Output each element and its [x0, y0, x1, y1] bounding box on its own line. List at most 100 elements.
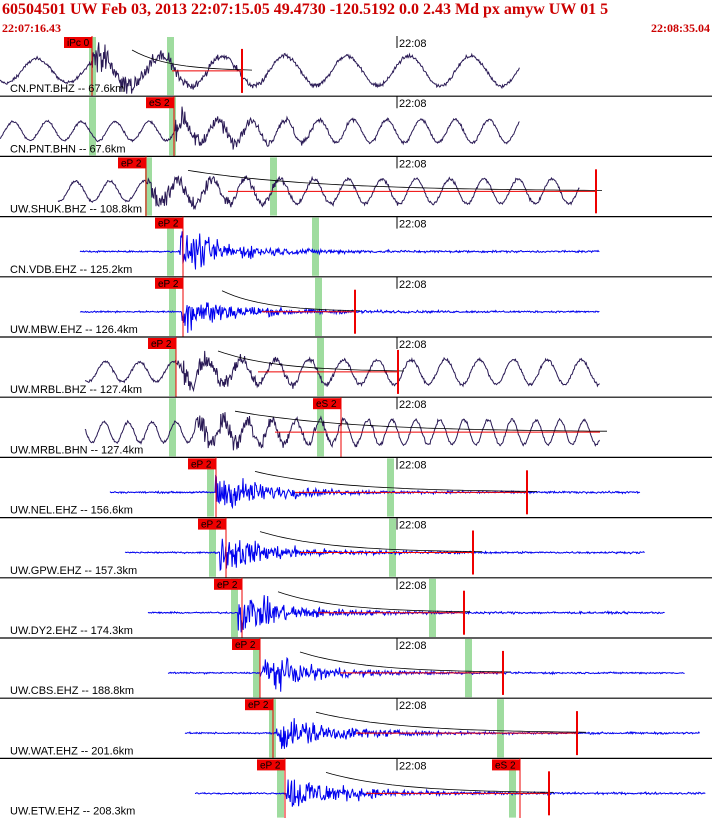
trace-row: 22:08 eS 2 UW.MRBL.BHN -- 127.4km [0, 397, 712, 458]
coda-curve [217, 350, 405, 372]
trace-row: 22:08 eP 2 UW.SHUK.BHZ -- 108.8km [0, 156, 712, 218]
waveform [0, 42, 520, 94]
pick-flag [188, 458, 216, 470]
event-title: 60504501 UW Feb 03, 2013 22:07:15.05 49.… [2, 1, 609, 18]
station-label: UW.SHUK.BHZ -- 108.8km [10, 204, 142, 216]
minute-label: 22:08 [399, 339, 427, 351]
arrival-window-band [315, 277, 322, 336]
waveform [147, 595, 665, 633]
pick-label: eS 2 [149, 98, 170, 109]
coda-curve [254, 471, 538, 492]
station-label: UW.MBW.EHZ -- 126.4km [10, 324, 138, 336]
pick-flag [492, 759, 520, 771]
minute-label: 22:08 [399, 459, 427, 471]
arrival-window-band [167, 217, 174, 276]
arrival-window-band [209, 518, 216, 577]
pick-flag [313, 398, 341, 410]
station-label: UW.GPW.EHZ -- 157.3km [10, 565, 137, 577]
pick-flag [155, 217, 183, 229]
minute-label: 22:08 [399, 640, 427, 652]
pick-flag [245, 699, 273, 711]
minute-label: 22:08 [399, 158, 427, 170]
pick-label: eP 2 [217, 580, 238, 591]
waveform [167, 656, 685, 692]
arrival-window-band [169, 97, 176, 156]
pick-label: eP 2 [201, 520, 222, 531]
trace-row: 22:08 eP 2 CN.VDB.EHZ -- 125.2km [0, 216, 712, 278]
trace-row: 22:08 eP 2 eS 2 UW.ETW.EHZ -- 208.3km [0, 758, 712, 818]
pick-label: eS 2 [495, 760, 516, 771]
arrival-window-band [169, 398, 176, 457]
coda-curve [187, 170, 602, 191]
arrival-window-band [231, 578, 238, 637]
coda-curve [221, 290, 361, 312]
pick-flag [198, 518, 226, 530]
arrival-window-band [277, 759, 284, 818]
pick-flag [155, 277, 183, 289]
arrival-window-band [145, 157, 152, 216]
arrival-window-band [317, 398, 324, 457]
station-label: CN.PNT.BHN -- 67.6km [10, 143, 126, 155]
waveform [194, 779, 706, 807]
pick-flag [146, 97, 174, 109]
arrival-window-band [497, 699, 504, 758]
arrival-window-band [169, 338, 176, 397]
pick-label: eP 2 [260, 760, 281, 771]
trace-row: 22:08 eP 2 UW.CBS.EHZ -- 188.8km [0, 638, 712, 699]
pick-flag [257, 759, 285, 771]
pick-label: eP 2 [158, 279, 179, 290]
arrival-window-band [167, 37, 174, 96]
waveform [109, 474, 641, 510]
station-label: UW.WAT.EHZ -- 201.6km [10, 745, 133, 757]
pick-flag [118, 157, 146, 169]
waveform [84, 412, 600, 451]
waveform [79, 302, 600, 333]
start-time: 22:07:16.43 [2, 21, 61, 35]
coda-curve [131, 49, 253, 71]
arrival-window-band [207, 458, 214, 517]
waveform [0, 106, 520, 150]
pick-label: eP 2 [158, 219, 179, 230]
arrival-window-band [389, 518, 396, 577]
end-time: 22:08:35.04 [651, 21, 710, 35]
trace-row: 22:08 eS 2 CN.PNT.BHN -- 67.6km [0, 96, 712, 158]
trace-row: 22:08 eP 2 UW.GPW.EHZ -- 157.3km [0, 517, 712, 579]
pick-label: eP 2 [248, 700, 269, 711]
minute-label: 22:08 [399, 98, 427, 110]
pick-flag [148, 338, 176, 349]
coda-curve [315, 711, 587, 733]
minute-label: 22:08 [399, 700, 427, 712]
arrival-window-band [465, 639, 472, 698]
seismogram-panel: 22:08 iPc 0 CN.PNT.BHZ -- 67.6km 22:08 eS 2 C… [0, 36, 712, 818]
minute-label: 22:08 [399, 760, 427, 772]
trace-row: 22:08 iPc 0 CN.PNT.BHZ -- 67.6km [0, 36, 712, 97]
arrival-window-band [509, 759, 516, 818]
pick-label: eS 2 [316, 399, 337, 410]
coda-curve [299, 651, 511, 673]
station-label: UW.MRBL.BHZ -- 127.4km [10, 384, 142, 396]
coda-curve [259, 531, 483, 553]
minute-label: 22:08 [399, 580, 427, 592]
trace-row: 22:08 eP 2 UW.DY2.EHZ -- 174.3km [0, 577, 712, 639]
station-label: UW.MRBL.BHN -- 127.4km [10, 444, 143, 456]
arrival-window-band [312, 217, 319, 276]
trace-row: 22:08 eP 2 UW.MRBL.BHZ -- 127.4km [0, 337, 712, 398]
station-label: UW.CBS.EHZ -- 188.8km [10, 685, 134, 697]
minute-label: 22:08 [399, 279, 427, 291]
trace-row: 22:08 eP 2 UW.WAT.EHZ -- 201.6km [0, 698, 712, 760]
minute-label: 22:08 [399, 219, 427, 231]
pick-label: eP 2 [191, 459, 212, 470]
waveform [79, 231, 600, 270]
pick-flag [64, 37, 92, 48]
station-label: UW.NEL.EHZ -- 156.6km [10, 505, 133, 517]
pick-flag [232, 639, 260, 650]
station-label: CN.VDB.EHZ -- 125.2km [10, 264, 132, 276]
pick-label: iPc 0 [67, 38, 90, 49]
pick-label: eP 2 [235, 640, 256, 651]
minute-label: 22:08 [399, 399, 427, 411]
pick-label: eP 2 [151, 339, 172, 350]
waveform [84, 350, 600, 393]
station-label: UW.ETW.EHZ -- 208.3km [10, 806, 135, 818]
pick-label: eP 2 [121, 158, 142, 169]
minute-label: 22:08 [399, 38, 427, 50]
